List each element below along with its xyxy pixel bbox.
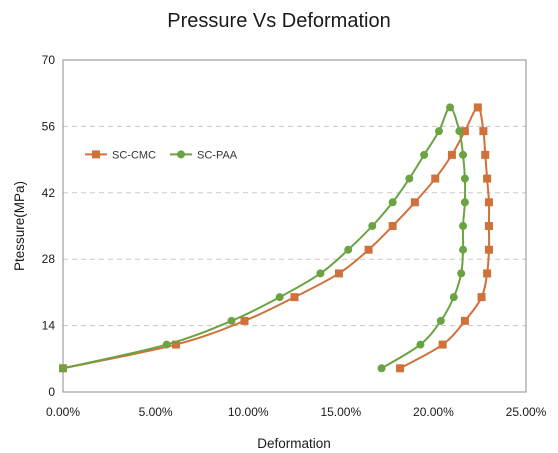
data-point <box>438 340 447 349</box>
data-point <box>420 150 429 159</box>
data-point <box>388 222 397 230</box>
data-point <box>396 364 405 373</box>
data-point <box>483 269 492 278</box>
data-point <box>334 269 343 278</box>
data-point <box>364 245 373 254</box>
data-point <box>410 198 419 207</box>
data-point <box>316 269 325 278</box>
x-tick-label: 15.00% <box>320 405 361 419</box>
y-tick-label: 70 <box>42 53 56 67</box>
data-point <box>479 127 488 136</box>
legend-item-sc-cmc: SC-CMC <box>85 149 156 161</box>
series-line-sc-paa <box>62 106 467 370</box>
data-point <box>59 364 67 373</box>
x-tick-label: 10.00% <box>228 405 269 419</box>
data-point <box>434 127 443 136</box>
data-point <box>481 150 490 159</box>
data-point <box>431 174 440 183</box>
data-point <box>473 103 482 112</box>
series-sc-cmc <box>59 103 493 373</box>
data-point <box>459 245 468 254</box>
data-point <box>460 316 469 325</box>
y-tick-label: 28 <box>42 252 56 266</box>
data-point <box>446 103 455 112</box>
plot-area <box>62 59 527 393</box>
data-point <box>290 293 299 302</box>
y-tick-label: 14 <box>42 319 56 333</box>
data-point <box>436 316 445 325</box>
data-point <box>344 245 353 254</box>
chart-title: Pressure Vs Deformation <box>167 10 390 32</box>
data-point <box>460 198 469 207</box>
data-point <box>275 293 284 302</box>
data-point <box>460 174 469 183</box>
data-point <box>455 127 464 136</box>
legend-marker <box>92 150 100 159</box>
legend-label: SC-PAA <box>197 149 238 161</box>
data-point <box>227 316 236 325</box>
y-tick-label: 42 <box>42 186 56 200</box>
x-axis-ticks: 0.00% 5.00% 10.00% 15.00% 20.00% 25.00% <box>46 405 547 419</box>
series-line-sc-cmc <box>62 106 491 370</box>
legend-item-sc-paa: SC-PAA <box>170 149 238 161</box>
x-tick-label: 5.00% <box>139 405 173 419</box>
data-point <box>457 269 466 278</box>
data-point <box>162 340 171 349</box>
x-tick-label: 25.00% <box>506 405 547 419</box>
legend-label: SC-CMC <box>112 149 156 161</box>
x-tick-label: 0.00% <box>46 405 80 419</box>
data-point <box>484 198 493 207</box>
y-tick-label: 0 <box>48 385 55 399</box>
data-point <box>477 293 486 302</box>
data-point <box>449 293 458 302</box>
series-sc-paa <box>59 103 469 373</box>
data-point <box>484 222 493 230</box>
data-point <box>240 316 249 325</box>
series-group <box>59 103 493 373</box>
data-point <box>416 340 425 349</box>
legend: SC-CMC SC-PAA <box>85 149 238 161</box>
x-tick-label: 20.00% <box>413 405 454 419</box>
legend-marker <box>177 150 185 159</box>
data-point <box>483 174 492 183</box>
data-point <box>460 127 469 136</box>
data-point <box>388 198 397 207</box>
data-point <box>459 150 468 159</box>
y-tick-label: 56 <box>42 119 56 133</box>
data-point <box>405 174 414 183</box>
y-axis-title: Ptessure(MPa) <box>12 181 27 271</box>
data-point <box>377 364 386 373</box>
x-axis-title: Deformation <box>257 436 331 451</box>
data-point <box>447 150 456 159</box>
data-point <box>484 245 493 254</box>
data-point <box>171 340 180 349</box>
data-point <box>368 222 377 230</box>
data-point <box>459 222 468 230</box>
y-axis-ticks: 0 14 28 42 56 70 <box>42 53 56 399</box>
